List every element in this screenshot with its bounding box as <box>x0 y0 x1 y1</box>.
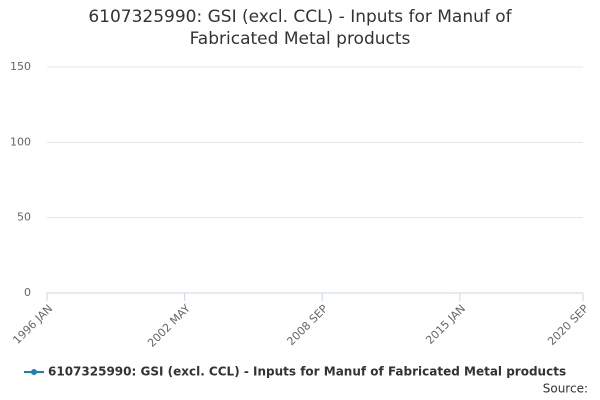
y-tick-label: 150 <box>10 60 31 73</box>
x-tick-label: 2002 MAY <box>145 302 193 350</box>
x-tick-label: 2015 JAN <box>423 302 468 347</box>
x-tick-label: 2008 SEP <box>284 302 330 348</box>
source: Source: <box>543 382 588 396</box>
x-tick-label: 1996 JAN <box>10 302 55 347</box>
legend-label: 6107325990: GSI (excl. CCL) - Inputs for… <box>48 365 566 379</box>
y-tick-label: 50 <box>17 211 31 224</box>
y-tick-label: 0 <box>24 286 31 299</box>
y-tick-label: 100 <box>10 135 31 148</box>
x-tick-label: 2020 SEP <box>545 302 591 348</box>
chart-title: 6107325990: GSI (excl. CCL) - Inputs for… <box>88 7 512 49</box>
legend-marker <box>31 369 37 375</box>
